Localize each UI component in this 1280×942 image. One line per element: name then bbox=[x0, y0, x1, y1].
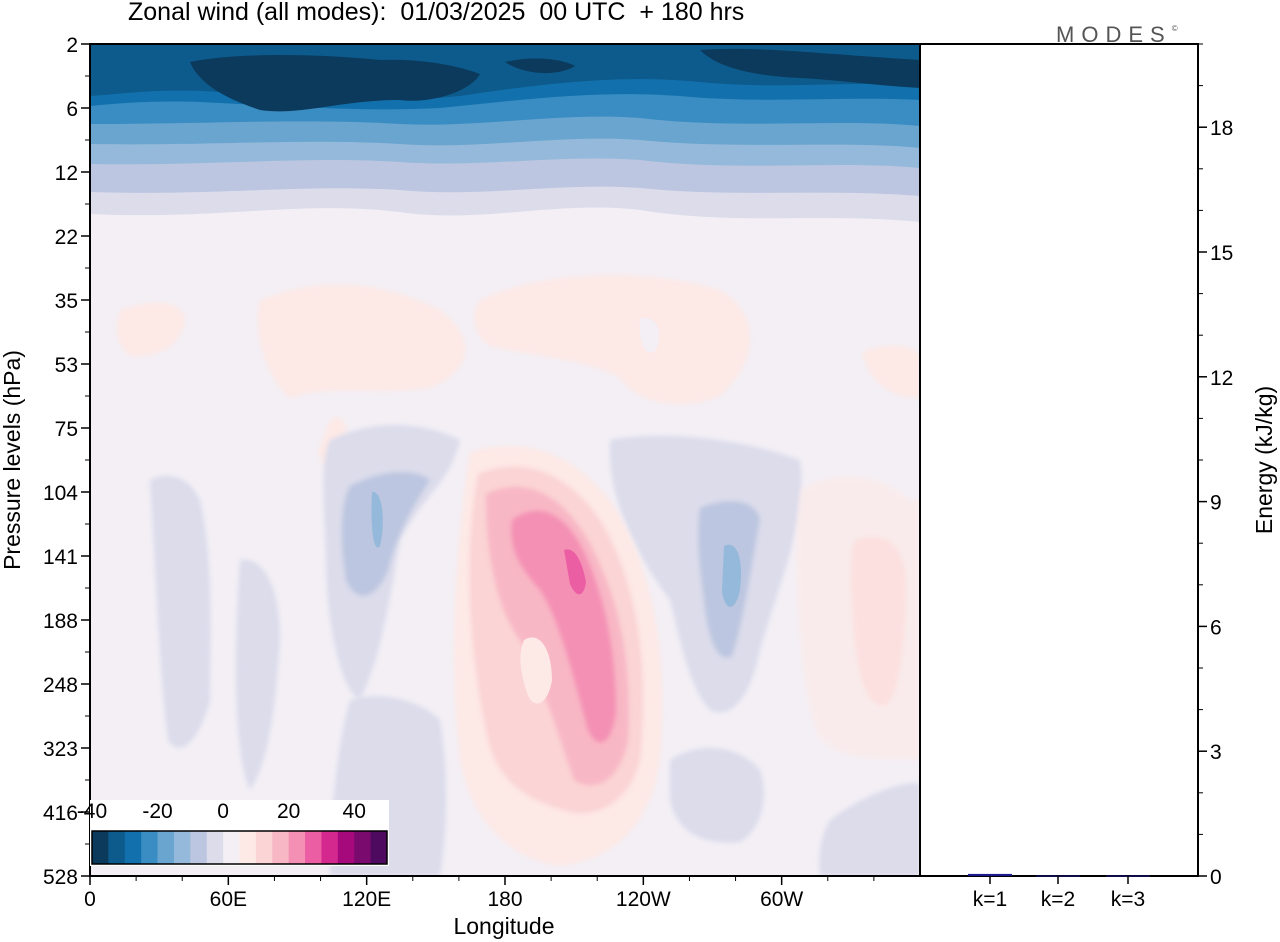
x-tick-label: 0 bbox=[84, 888, 96, 911]
colorbar: -40 -20 0 20 40 bbox=[77, 800, 389, 866]
brand-copyright-mark: © bbox=[1171, 24, 1178, 33]
y-tick-label: 323 bbox=[43, 738, 78, 761]
energy-tick-label: 12 bbox=[1210, 367, 1233, 390]
energy-tick-label: 0 bbox=[1210, 866, 1222, 889]
y-tick-label: 416 bbox=[43, 802, 78, 825]
colorbar-swatch bbox=[288, 831, 306, 864]
x-tick-label: 60E bbox=[210, 888, 247, 911]
heatmap-field bbox=[90, 44, 920, 876]
y-tick-label: 75 bbox=[55, 418, 78, 441]
colorbar-swatch bbox=[206, 831, 224, 864]
y-tick-label: 12 bbox=[55, 162, 78, 185]
colorbar-border bbox=[91, 830, 388, 865]
energy-category-label: k=2 bbox=[1041, 888, 1075, 911]
y-tick-label: 248 bbox=[43, 674, 78, 697]
colorbar-swatch bbox=[124, 831, 142, 864]
brand-text: MODES bbox=[1056, 22, 1172, 47]
colorbar-swatch bbox=[92, 831, 109, 864]
energy-tick-label: 9 bbox=[1210, 492, 1222, 515]
x-tick-label: 120W bbox=[616, 888, 671, 911]
colorbar-swatch bbox=[272, 831, 290, 864]
colorbar-label: 40 bbox=[343, 800, 366, 823]
colorbar-label: 20 bbox=[277, 800, 300, 823]
colorbar-swatch bbox=[173, 831, 191, 864]
y-axis-label: Pressure levels (hPa) bbox=[0, 350, 25, 570]
colorbar-swatch bbox=[337, 831, 355, 864]
colorbar-swatch bbox=[223, 831, 240, 864]
colorbar-label: -40 bbox=[77, 800, 107, 823]
y-tick-label: 141 bbox=[43, 546, 78, 569]
y-tick-label: 104 bbox=[43, 482, 78, 505]
y-tick-label: 2 bbox=[66, 34, 78, 57]
energy-bar bbox=[968, 873, 1012, 876]
y-tick-label: 35 bbox=[55, 290, 78, 313]
colorbar-swatch bbox=[108, 831, 126, 864]
energy-tick-label: 6 bbox=[1210, 616, 1222, 639]
y-tick-label: 53 bbox=[55, 354, 78, 377]
x-axis: 0 60E 120E 180 120W 60W bbox=[84, 876, 875, 911]
colorbar-swatch bbox=[239, 831, 257, 864]
y-axis: 2 6 12 22 35 53 75 104 141 188 248 323 416 528 bbox=[43, 34, 90, 889]
energy-category-label: k=1 bbox=[973, 888, 1007, 911]
energy-axis-label: Energy (kJ/kg) bbox=[1251, 386, 1277, 534]
y-tick-label: 188 bbox=[43, 610, 78, 633]
colorbar-swatch bbox=[354, 831, 372, 864]
energy-tick-label: 15 bbox=[1210, 242, 1233, 265]
colorbar-swatch bbox=[370, 831, 388, 864]
energy-bar-chart: 0 3 6 9 12 15 18 k=1 k=2 k=3 bbox=[968, 43, 1233, 911]
colorbar-swatch bbox=[255, 831, 273, 864]
y-tick-label: 528 bbox=[43, 866, 78, 889]
modes-logo: MODES© bbox=[1056, 22, 1178, 48]
x-tick-label: 180 bbox=[487, 888, 522, 911]
energy-panel-frame bbox=[919, 43, 1199, 877]
chart-title: Zonal wind (all modes): 01/03/2025 00 UT… bbox=[128, 0, 745, 26]
colorbar-swatch bbox=[157, 831, 175, 864]
x-tick-label: 60W bbox=[760, 888, 803, 911]
x-tick-label: 120E bbox=[342, 888, 391, 911]
colorbar-swatch bbox=[190, 831, 208, 864]
colorbar-swatch bbox=[305, 831, 322, 864]
colorbar-label: -20 bbox=[142, 800, 172, 823]
colorbar-swatch bbox=[321, 831, 339, 864]
y-tick-label: 6 bbox=[66, 98, 78, 121]
energy-tick-label: 18 bbox=[1210, 117, 1233, 140]
colorbar-label: 0 bbox=[217, 800, 229, 823]
x-axis-label: Longitude bbox=[453, 913, 554, 939]
colorbar-swatch bbox=[141, 831, 159, 864]
y-tick-label: 22 bbox=[55, 226, 78, 249]
energy-tick-label: 3 bbox=[1210, 741, 1222, 764]
energy-category-label: k=3 bbox=[1111, 888, 1145, 911]
